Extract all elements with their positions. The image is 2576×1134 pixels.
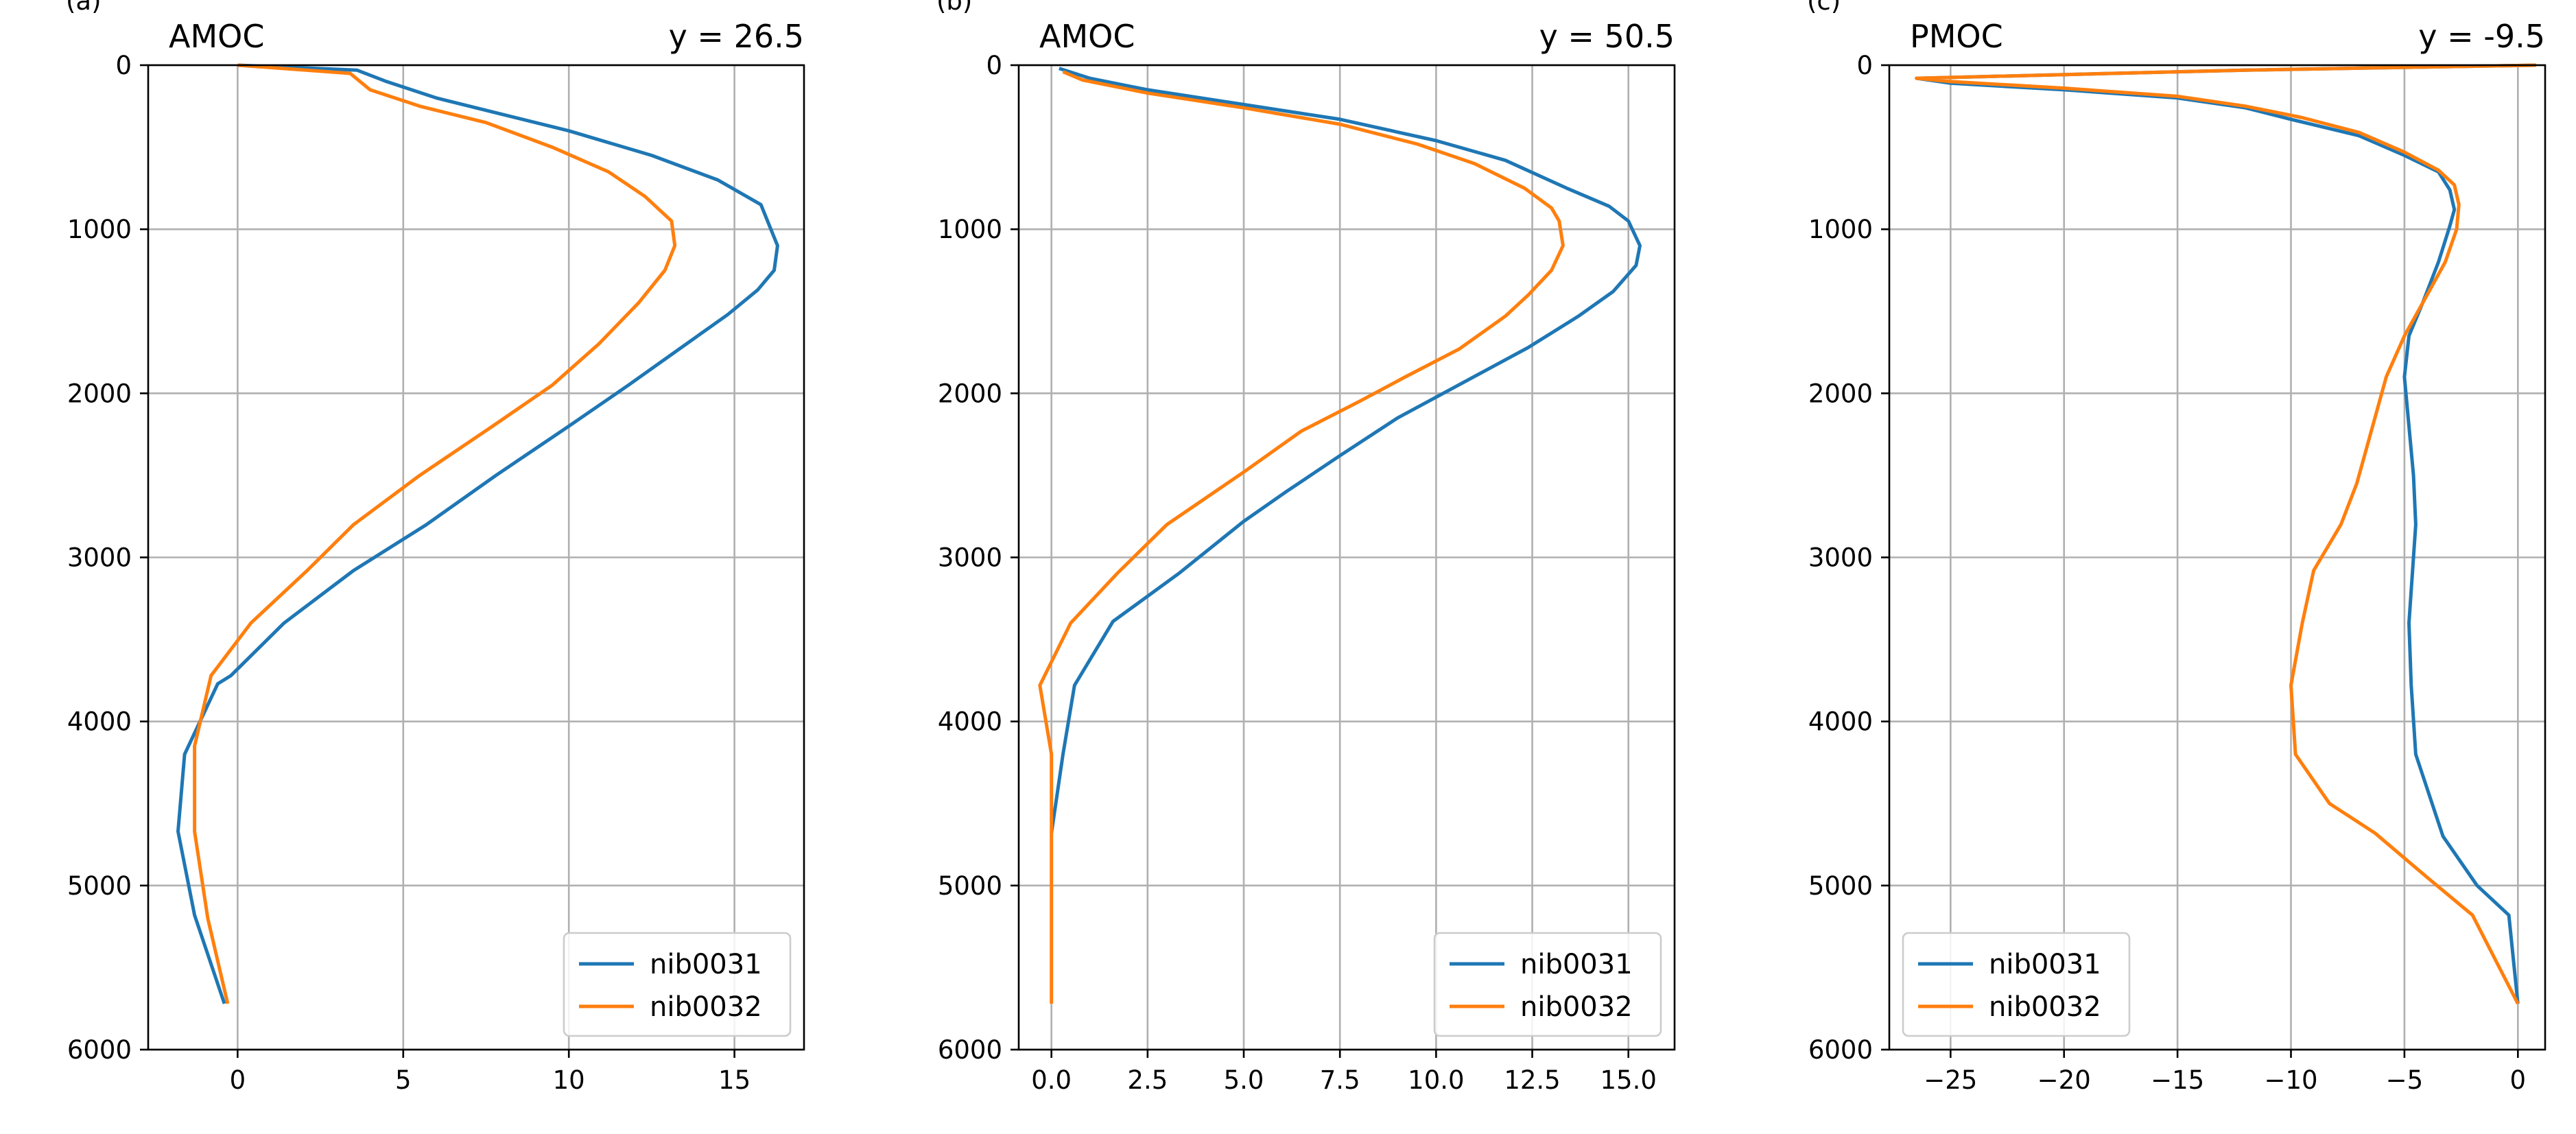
x-tick-label: −15: [2151, 1065, 2204, 1095]
x-tick-label: −10: [2264, 1065, 2317, 1095]
legend-label-nib0031: nib0031: [1989, 949, 2101, 980]
y-tick-label: 5000: [1808, 871, 1873, 901]
series-line-nib0032: [1038, 70, 1565, 1004]
y-tick-label: 0: [986, 51, 1002, 80]
y-tick-label: 5000: [938, 871, 1002, 901]
x-tick-label: 0.0: [1031, 1065, 1072, 1095]
y-tick-label: 3000: [67, 543, 132, 573]
legend-label-nib0032: nib0032: [1989, 991, 2101, 1023]
legend-label-nib0032: nib0032: [1520, 991, 1633, 1023]
y-tick-label: 2000: [67, 379, 132, 408]
legend-label-nib0031: nib0031: [1520, 949, 1633, 980]
y-tick-label: 5000: [67, 871, 132, 901]
y-tick-label: 4000: [67, 707, 132, 737]
y-tick-label: 6000: [1808, 1035, 1873, 1065]
panel-label: (b): [936, 0, 972, 16]
x-tick-label: 12.5: [1504, 1065, 1560, 1095]
x-tick-label: −5: [2386, 1065, 2424, 1095]
title-right: y = -9.5: [2418, 18, 2545, 55]
y-tick-label: 1000: [1808, 215, 1873, 244]
title-left: PMOC: [1910, 18, 2003, 55]
series-line-nib0032: [193, 63, 677, 1004]
panel-a: 0 5 10 15 0 1000 2000 3000 4000 5000 6000 AMOC y = 2…: [66, 0, 805, 1095]
x-tick-label: 0: [2510, 1065, 2527, 1095]
x-tick-label: −20: [2037, 1065, 2091, 1095]
y-tick-label: 1000: [938, 215, 1002, 244]
y-tick-label: 0: [1856, 51, 1873, 80]
x-tick-label: −25: [1924, 1065, 1977, 1095]
series-line-nib0031: [1915, 63, 2536, 1004]
y-tick-label: 4000: [938, 707, 1002, 737]
x-tick-label: 5.0: [1224, 1065, 1264, 1095]
y-tick-label: 4000: [1808, 707, 1873, 737]
y-tick-label: 3000: [1808, 543, 1873, 573]
title-left: AMOC: [169, 18, 264, 55]
legend-frame: [1902, 932, 2131, 1037]
title-right: y = 26.5: [669, 18, 804, 55]
series-line-nib0032: [1915, 63, 2536, 1005]
x-tick-label: 15.0: [1600, 1065, 1657, 1095]
panel-c: −25 −20 −15 −10 −5 0 0 1000 2000 3000 4000 5000 6000…: [1807, 0, 2547, 1095]
legend: nib0031 nib0032: [1433, 932, 1662, 1037]
y-tick-label: 2000: [938, 379, 1002, 408]
y-tick-label: 2000: [1808, 379, 1873, 408]
y-tick-label: 0: [115, 51, 132, 80]
x-tick-label: 15: [718, 1065, 751, 1095]
legend-frame: [1433, 932, 1662, 1037]
legend: nib0031 nib0032: [563, 932, 792, 1037]
x-tick-label: 0: [230, 1065, 246, 1095]
x-tick-label: 10.0: [1408, 1065, 1464, 1095]
title-right: y = 50.5: [1539, 18, 1675, 55]
y-tick-label: 1000: [67, 215, 132, 244]
series-line-nib0031: [1050, 67, 1642, 834]
legend-frame: [563, 932, 792, 1037]
x-tick-label: 10: [553, 1065, 585, 1095]
y-tick-label: 6000: [67, 1035, 132, 1065]
panel-b: 0.0 2.5 5.0 7.5 10.0 12.5 15.0 0 1000 2000 3000 400…: [936, 0, 1676, 1095]
y-tick-label: 3000: [938, 543, 1002, 573]
legend-label-nib0031: nib0031: [650, 949, 762, 980]
x-tick-label: 2.5: [1127, 1065, 1168, 1095]
panel-label: (a): [66, 0, 102, 16]
legend: nib0031 nib0032: [1902, 932, 2131, 1037]
panel-label: (c): [1807, 0, 1841, 16]
legend-label-nib0032: nib0032: [650, 991, 762, 1023]
x-tick-label: 5: [395, 1065, 412, 1095]
series-line-nib0031: [176, 63, 779, 1004]
x-tick-label: 7.5: [1320, 1065, 1360, 1095]
title-left: AMOC: [1039, 18, 1135, 55]
y-tick-label: 6000: [938, 1035, 1002, 1065]
